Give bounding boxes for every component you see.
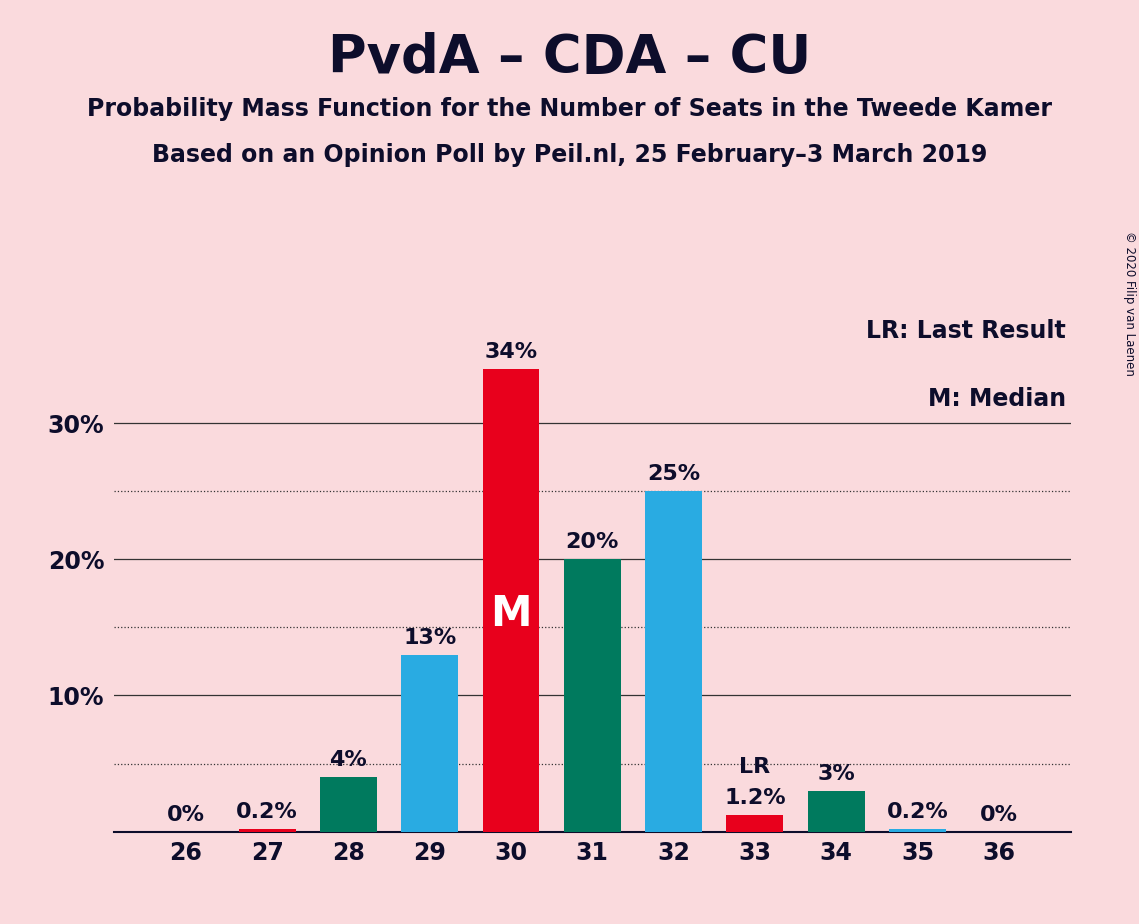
Text: LR: Last Result: LR: Last Result (866, 320, 1066, 344)
Text: M: Median: M: Median (928, 386, 1066, 410)
Text: M: M (490, 592, 532, 635)
Text: 1.2%: 1.2% (724, 788, 786, 808)
Bar (888, 829, 945, 832)
Text: Probability Mass Function for the Number of Seats in the Tweede Kamer: Probability Mass Function for the Number… (87, 97, 1052, 121)
Text: Based on an Opinion Poll by Peil.nl, 25 February–3 March 2019: Based on an Opinion Poll by Peil.nl, 25 … (151, 143, 988, 167)
Text: 3%: 3% (818, 764, 855, 784)
Text: 0.2%: 0.2% (886, 802, 949, 822)
Bar (564, 559, 621, 832)
Bar (401, 654, 458, 832)
Bar (483, 369, 540, 832)
Bar (808, 791, 865, 832)
Text: © 2020 Filip van Laenen: © 2020 Filip van Laenen (1123, 231, 1137, 376)
Text: 0.2%: 0.2% (236, 802, 298, 822)
Text: 0%: 0% (980, 805, 1018, 825)
Bar (645, 492, 702, 832)
Bar (727, 815, 784, 832)
Text: PvdA – CDA – CU: PvdA – CDA – CU (328, 32, 811, 84)
Text: 25%: 25% (647, 465, 700, 484)
Text: LR: LR (739, 757, 770, 777)
Bar (239, 829, 296, 832)
Bar (320, 777, 377, 832)
Text: 13%: 13% (403, 627, 457, 648)
Text: 34%: 34% (484, 342, 538, 362)
Text: 4%: 4% (329, 750, 367, 771)
Text: 0%: 0% (166, 805, 205, 825)
Text: 20%: 20% (566, 532, 618, 553)
